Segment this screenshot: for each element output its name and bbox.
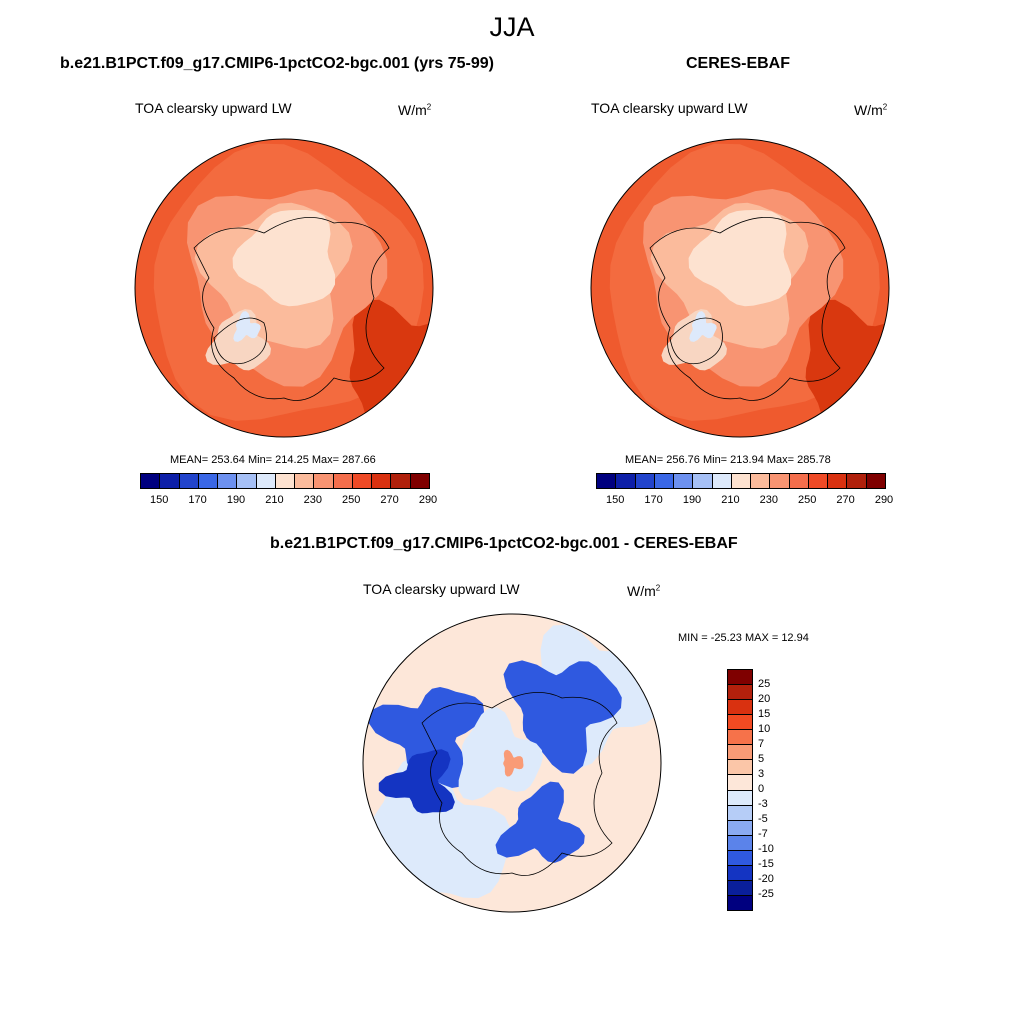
- colorbar-cell: [372, 474, 392, 488]
- colorbar-cell: [728, 880, 752, 896]
- colorbar-tick-label: 190: [682, 494, 702, 506]
- colorbar-tick-label: 210: [721, 494, 740, 506]
- colorbar-cell: [352, 474, 373, 488]
- colorbar-cell: [333, 474, 353, 488]
- colorbar-tick-label: 25: [758, 678, 771, 690]
- colorbar-cell: [728, 715, 752, 731]
- colorbar-cell: [728, 805, 752, 821]
- colorbar-tick-label: 210: [265, 494, 284, 506]
- colorbar-tick-label: 7: [758, 738, 765, 750]
- colorbar-tick-label: 270: [380, 494, 399, 506]
- panel-2-colorbar: [596, 473, 886, 489]
- diff-panel-variable: TOA clearsky upward LW: [363, 581, 520, 597]
- colorbar-tick-label: -7: [758, 828, 768, 840]
- colorbar-tick-label: -20: [758, 873, 774, 885]
- colorbar-cell: [295, 474, 315, 488]
- colorbar-cell: [314, 474, 334, 488]
- colorbar-cell: [597, 474, 617, 488]
- colorbar-tick-label: 230: [303, 494, 322, 506]
- colorbar-tick-label: 5: [758, 753, 765, 765]
- colorbar-tick-label: 3: [758, 768, 765, 780]
- colorbar-tick-label: 290: [874, 494, 894, 506]
- colorbar-cell: [728, 850, 752, 866]
- colorbar-cell: [728, 835, 752, 851]
- panel-2-stats: MEAN= 256.76 Min= 213.94 Max= 285.78: [625, 454, 831, 466]
- colorbar-cell: [731, 474, 752, 488]
- colorbar-cell: [789, 474, 809, 488]
- colorbar-cell: [616, 474, 636, 488]
- colorbar-cell: [808, 474, 829, 488]
- colorbar-tick-label: 170: [644, 494, 663, 506]
- colorbar-cell: [410, 474, 429, 488]
- diff-panel-stats: MIN = -25.23 MAX = 12.94: [678, 632, 809, 644]
- colorbar-cell: [728, 685, 752, 701]
- colorbar-cell: [693, 474, 713, 488]
- colorbar-tick-label: -3: [758, 798, 768, 810]
- colorbar-tick-label: 0: [758, 783, 765, 795]
- colorbar-tick-label: -15: [758, 858, 774, 870]
- colorbar-cell: [218, 474, 238, 488]
- colorbar-cell: [728, 775, 752, 791]
- panel-1-polar-map: [134, 138, 434, 438]
- colorbar-cell: [728, 865, 752, 881]
- panel-1-title: b.e21.B1PCT.f09_g17.CMIP6-1pctCO2-bgc.00…: [60, 55, 494, 72]
- colorbar-tick-label: 190: [226, 494, 246, 506]
- colorbar-tick-label: 150: [606, 494, 625, 506]
- season-title: JJA: [489, 12, 535, 42]
- colorbar-cell: [237, 474, 257, 488]
- colorbar-cell: [728, 820, 752, 836]
- colorbar-cell: [828, 474, 848, 488]
- colorbar-tick-label: 150: [150, 494, 169, 506]
- panel-2-title: CERES-EBAF: [686, 55, 791, 72]
- colorbar-tick-label: -25: [758, 888, 774, 900]
- colorbar-tick-label: -10: [758, 843, 774, 855]
- panel-2-units: W/m2: [854, 102, 888, 118]
- colorbar-cell: [179, 474, 199, 488]
- colorbar-cell: [712, 474, 732, 488]
- colorbar-tick-label: -5: [758, 813, 768, 825]
- colorbar-tick-label: 20: [758, 693, 771, 705]
- panel-1-stats: MEAN= 253.64 Min= 214.25 Max= 287.66: [170, 454, 376, 466]
- colorbar-tick-label: 170: [188, 494, 207, 506]
- colorbar-cell: [635, 474, 655, 488]
- colorbar-tick-label: 230: [759, 494, 778, 506]
- colorbar-cell: [728, 670, 752, 686]
- panel-1-units: W/m2: [398, 102, 432, 118]
- colorbar-tick-label: 250: [798, 494, 817, 506]
- colorbar-cell: [160, 474, 180, 488]
- colorbar-cell: [770, 474, 790, 488]
- colorbar-cell: [728, 760, 752, 776]
- colorbar-cell: [866, 474, 885, 488]
- panel-1-colorbar: [140, 473, 430, 489]
- colorbar-cell: [141, 474, 161, 488]
- colorbar-cell: [751, 474, 771, 488]
- colorbar-cell: [674, 474, 694, 488]
- colorbar-tick-label: 290: [418, 494, 438, 506]
- colorbar-cell: [391, 474, 411, 488]
- panel-1-variable: TOA clearsky upward LW: [135, 100, 292, 116]
- colorbar-tick-label: 250: [342, 494, 361, 506]
- colorbar-cell: [847, 474, 867, 488]
- diff-polar-map: [362, 613, 662, 913]
- colorbar-tick-label: 15: [758, 708, 771, 720]
- colorbar-cell: [275, 474, 296, 488]
- colorbar-cell: [728, 700, 752, 716]
- panel-2-variable: TOA clearsky upward LW: [591, 100, 748, 116]
- diff-colorbar: [727, 669, 753, 911]
- diff-panel-units: W/m2: [627, 583, 661, 599]
- colorbar-tick-label: 10: [758, 723, 771, 735]
- colorbar-cell: [728, 745, 752, 761]
- colorbar-tick-label: 270: [836, 494, 855, 506]
- colorbar-cell: [728, 895, 752, 910]
- colorbar-cell: [728, 790, 752, 806]
- diff-colorbar-ticks: 25 20 15 10 7 5 3 0 -3 -5 -7 -10 -15 -20 -25: [758, 669, 798, 909]
- colorbar-cell: [728, 730, 752, 746]
- colorbar-cell: [198, 474, 219, 488]
- diff-panel-title: b.e21.B1PCT.f09_g17.CMIP6-1pctCO2-bgc.00…: [270, 535, 738, 552]
- panel-2-polar-map: [590, 138, 890, 438]
- colorbar-cell: [654, 474, 675, 488]
- colorbar-cell: [256, 474, 276, 488]
